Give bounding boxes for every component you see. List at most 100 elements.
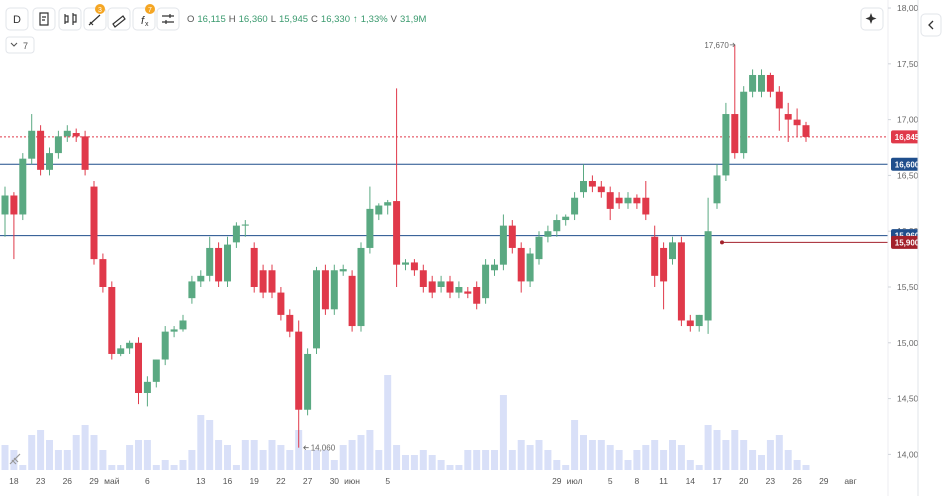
candle-body [482,264,490,299]
candle-body [517,247,525,282]
volume-bar [571,420,579,470]
volume-bar [72,435,80,470]
volume-bar [588,440,596,470]
volume-bar [535,440,543,470]
volume-bar [517,440,525,470]
template-button[interactable] [32,7,56,31]
x-tick-label: 23 [36,476,46,486]
volume-bar [419,450,427,470]
candle-body [553,220,561,232]
volume-bar [677,445,685,470]
candle-body [10,195,18,215]
ohlc-legend: O 16,115 H 16,360 L 15,945 C 16,330 ↑ 1,33% V 31,9M [187,14,427,25]
volume-bar [686,460,694,470]
candle-body [660,247,668,282]
candle-body [580,180,587,193]
candle-body [188,281,196,299]
ohlc-text: ↑ [353,14,358,25]
volume-bar [482,450,490,470]
candle-body [268,270,276,293]
y-tick-label: 14,000 [897,449,923,459]
interval-button[interactable] [5,7,29,31]
candle-body [722,114,730,176]
candle-body [677,242,685,321]
volume-bar [428,455,436,470]
volume-bar [286,450,294,470]
annotation-label: 14,060 [311,444,336,453]
volume-bar [580,435,587,470]
candle-body [508,225,516,248]
x-tick-label: 18 [9,476,19,486]
candle-body [731,114,739,154]
candle-body [784,114,792,120]
volume-bar [464,450,472,470]
volume-bar [606,445,614,470]
candle-body [152,359,160,382]
order-marker [720,240,724,245]
ai-icon [865,13,877,24]
volume-bar [259,450,267,470]
volume-bar [455,465,463,470]
candle-body [393,201,401,265]
x-tick-label: 6 [145,476,150,486]
volume-bar [28,435,36,470]
candle-body [135,342,142,394]
settings-button[interactable] [156,7,180,31]
candle-body [375,205,383,215]
candle-body [286,314,294,332]
candle-body [46,153,53,170]
x-tick-label: 5 [608,476,613,486]
volume-bar [491,450,498,470]
candle-body [802,125,810,137]
volume-bar [135,440,142,470]
candle-body [215,247,223,282]
candle-body [491,264,498,271]
volume-layer [1,375,810,470]
volume-bar [775,435,783,470]
x-tick-label: 20 [739,476,749,486]
ohlc-text: C [311,14,318,25]
volume-bar [749,450,757,470]
bottom-tool-icon [9,453,21,465]
volume-bar [304,450,312,470]
x-tick-label: 29 [819,476,829,486]
volume-bar [713,430,721,470]
volume-bar [660,450,668,470]
volume-bar [295,430,303,470]
annotation-label: 17,670 [704,41,729,50]
volume-bar [224,445,231,470]
collapse-button[interactable] [920,13,942,37]
volume-bar [188,450,196,470]
volume-bar [126,445,134,470]
volume-bar [731,430,739,470]
x-tick-label: май [104,476,120,486]
badge-count: 3 [98,7,102,14]
price-label-box [891,157,923,171]
volume-bar [366,430,374,470]
candle-body [108,286,116,354]
candle-body [437,281,445,287]
candle-body [535,236,543,260]
indicator-toggle[interactable] [5,36,35,54]
collapse-icon [928,20,934,30]
candle-body [713,175,721,204]
candle-body [758,74,765,92]
candle-body [197,275,205,282]
candle-body [588,180,596,187]
settings-icon [162,14,174,24]
chart-type-button[interactable] [58,7,82,31]
candle-body [651,236,659,276]
candle-body [28,130,36,159]
volume-bar [215,440,223,470]
x-tick-label: июл [567,476,583,486]
ohlc-text: L [271,14,276,25]
ohlc-text: V [391,14,398,25]
volume-bar [90,435,98,470]
candle-body [232,225,240,243]
chart-type-icon [64,13,77,25]
candle-body [704,231,712,321]
candle-body [277,292,285,315]
volume-bar [170,465,178,470]
y-tick-label: 16,500 [897,170,923,180]
candle-body [766,74,774,92]
